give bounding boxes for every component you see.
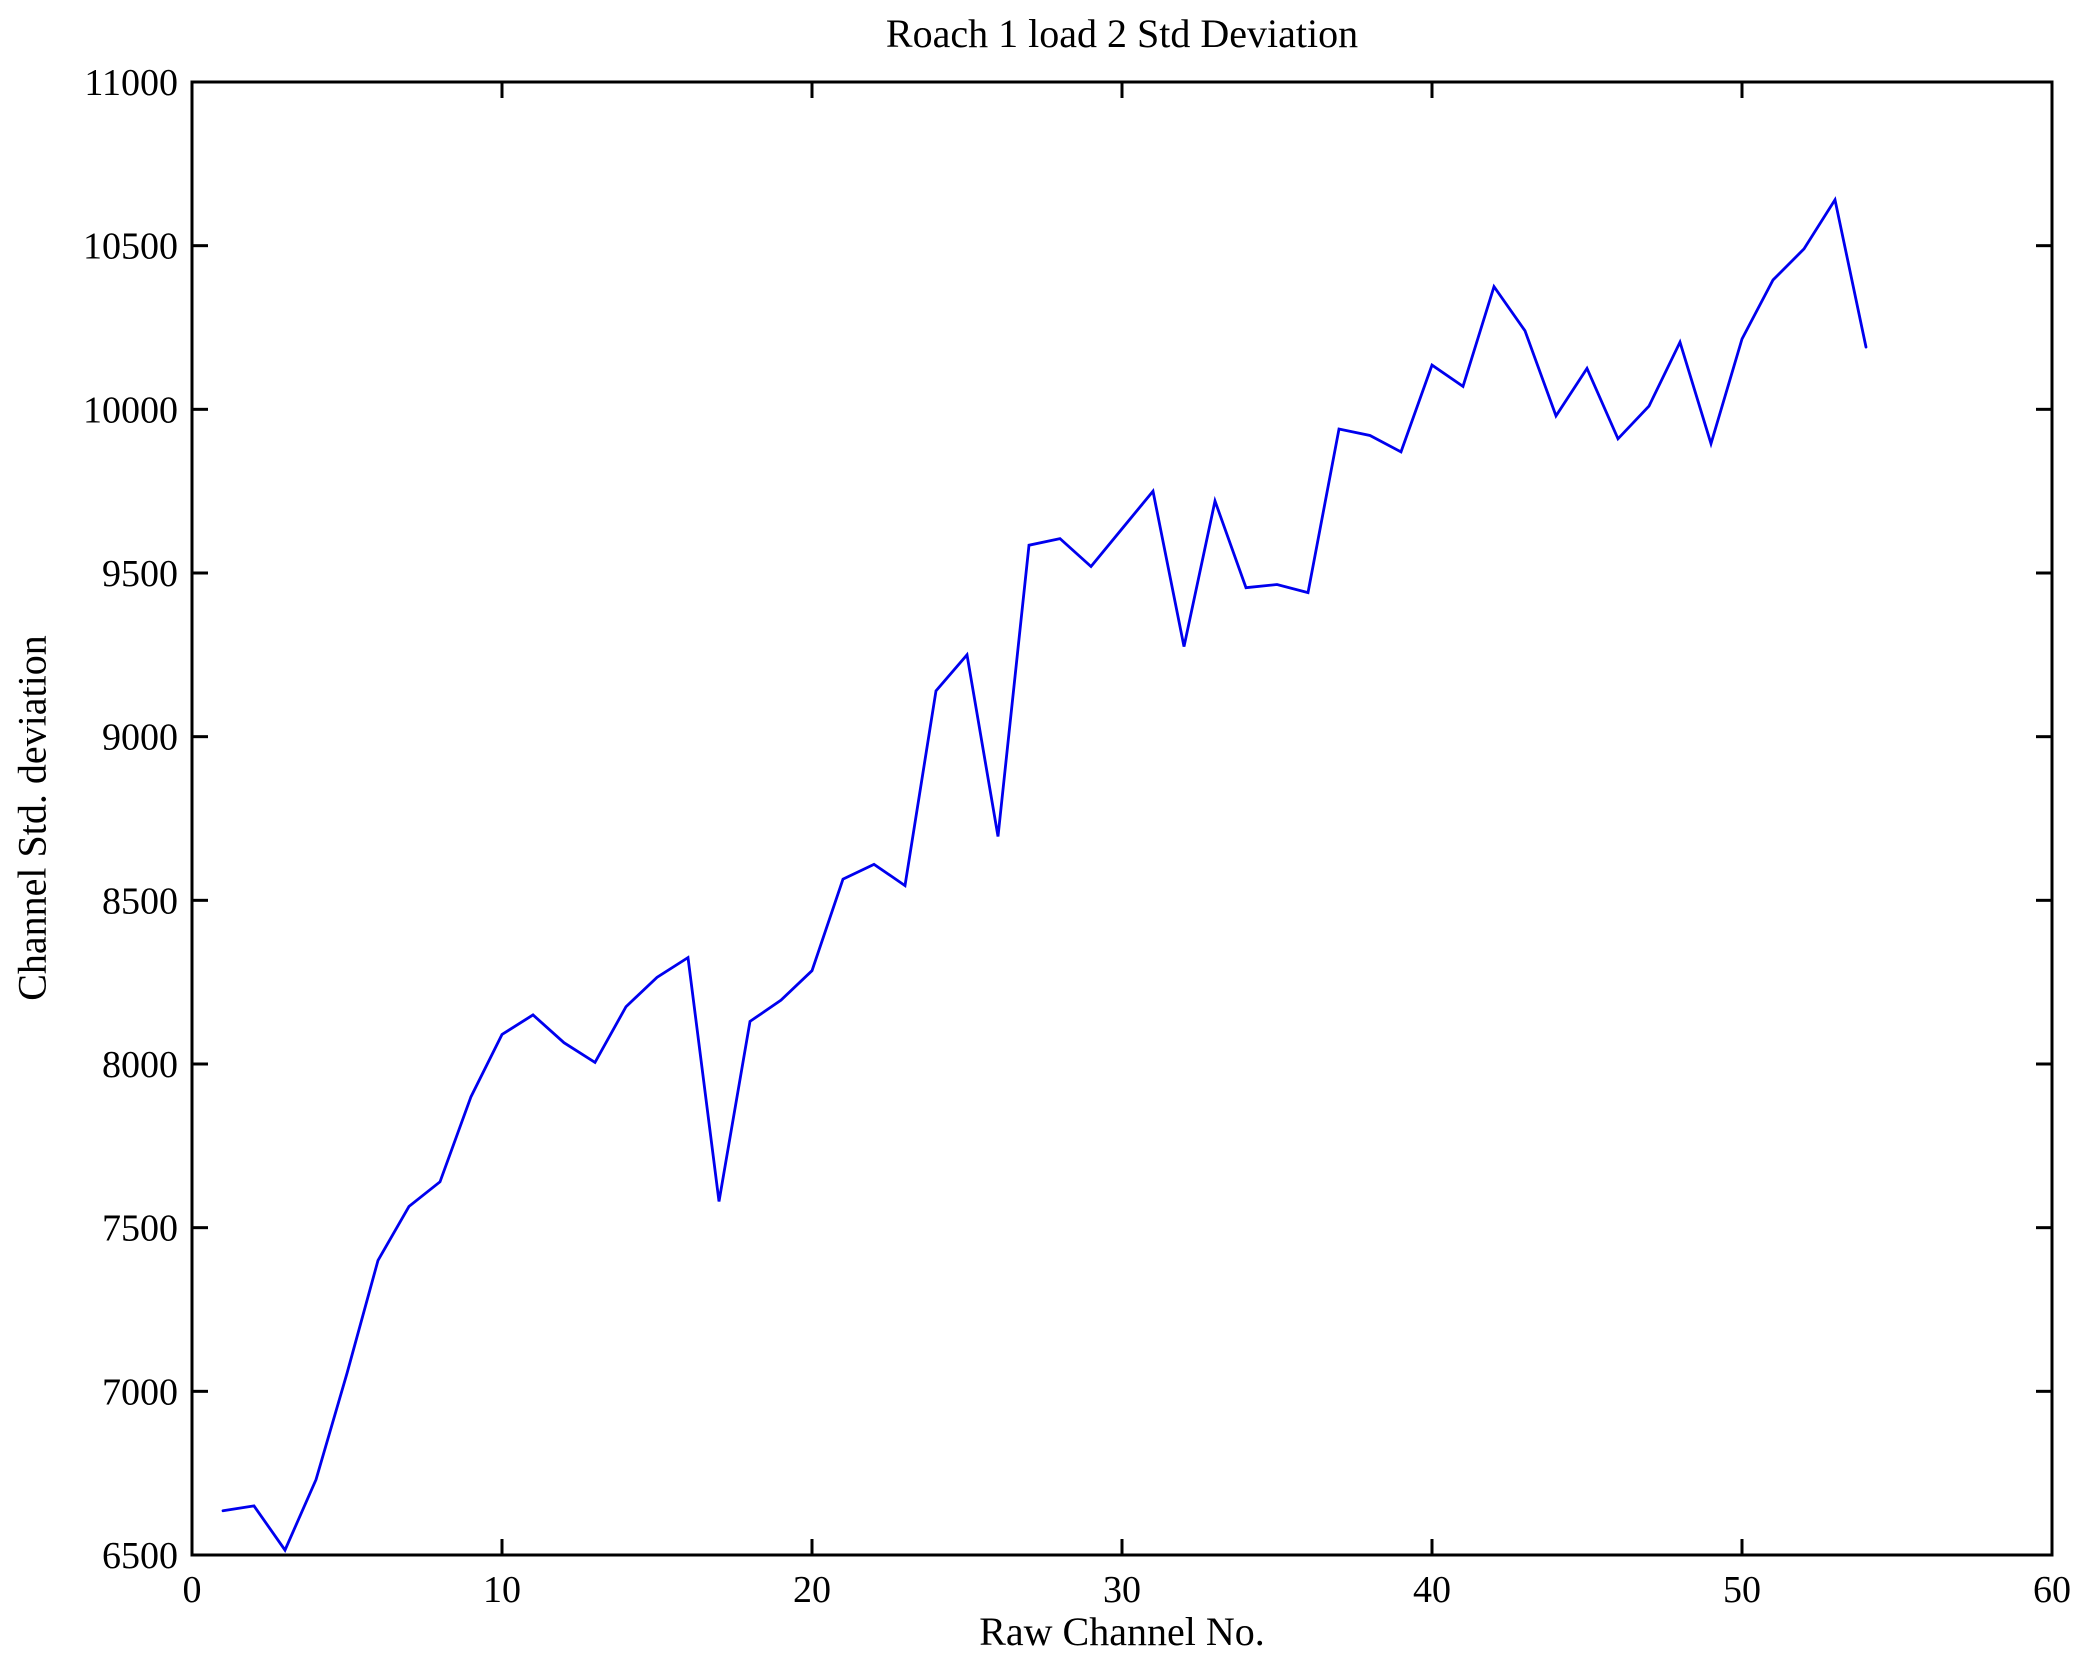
- x-tick-label: 60: [2033, 1569, 2071, 1611]
- y-tick-label: 9500: [102, 553, 178, 595]
- data-line: [221, 196, 1868, 1553]
- chart-title: Roach 1 load 2 Std Deviation: [885, 11, 1359, 56]
- y-tick-label: 7000: [102, 1371, 178, 1413]
- y-tick-label: 11000: [84, 62, 178, 104]
- x-tick-label: 30: [1103, 1569, 1141, 1611]
- x-tick-label: 40: [1413, 1569, 1451, 1611]
- x-tick-label: 10: [483, 1569, 521, 1611]
- y-tick-label: 8000: [102, 1044, 178, 1086]
- axis-box: [190, 80, 2054, 1557]
- y-tick-label: 9000: [102, 717, 178, 759]
- y-tick-label: 7500: [102, 1208, 178, 1250]
- y-tick-label: 8500: [102, 880, 178, 922]
- x-tick-label: 0: [183, 1569, 202, 1611]
- x-tick-label: 50: [1723, 1569, 1761, 1611]
- x-axis-label: Raw Channel No.: [979, 1609, 1265, 1654]
- x-tick-label: 20: [793, 1569, 831, 1611]
- y-axis-label: Channel Std. deviation: [9, 635, 55, 1001]
- y-tick-label: 6500: [102, 1535, 178, 1577]
- y-tick-label: 10000: [83, 389, 178, 431]
- y-tick-label: 10500: [83, 226, 178, 268]
